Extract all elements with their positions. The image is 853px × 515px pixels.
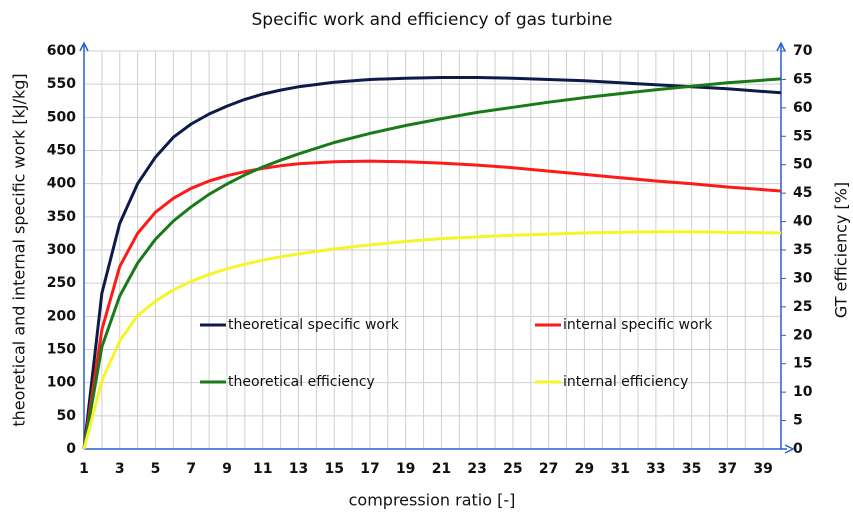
x-axis-label: compression ratio [-] (349, 491, 516, 510)
series-line (82, 76, 782, 450)
y-tick-label: 50 (57, 408, 77, 424)
legend-label: theoretical efficiency (228, 374, 375, 390)
y-axis-label: theoretical and internal specific work [… (10, 73, 29, 426)
y2-tick-label: 15 (793, 356, 812, 372)
x-tick-label: 27 (539, 461, 558, 477)
x-tick-label: 23 (467, 461, 486, 477)
x-tick-label: 15 (324, 461, 343, 477)
x-tick-label: 9 (222, 461, 232, 477)
chart-title: Specific work and efficiency of gas turb… (252, 10, 613, 30)
x-tick-label: 19 (396, 461, 415, 477)
x-tick-label: 31 (610, 461, 629, 477)
y2-tick-label: 20 (793, 327, 813, 343)
y-tick-label: 500 (47, 109, 76, 125)
y2-tick-label: 65 (793, 71, 812, 87)
y-tick-label: 400 (47, 176, 76, 192)
x-tick-label: 1 (79, 461, 89, 477)
legend-label: internal efficiency (563, 374, 688, 390)
x-tick-label: 39 (753, 461, 772, 477)
y2-tick-label: 30 (793, 270, 813, 286)
x-tick-label: 5 (151, 461, 161, 477)
series-line (82, 159, 782, 450)
y2-tick-label: 0 (793, 441, 803, 457)
y2-tick-label: 45 (793, 185, 812, 201)
y2-tick-label: 35 (793, 242, 812, 258)
arrow (784, 444, 795, 454)
y-tick-label: 300 (47, 242, 76, 258)
series-line (82, 77, 782, 450)
x-tick-label: 11 (253, 461, 272, 477)
y-tick-label: 100 (47, 375, 76, 391)
x-tick-label: 17 (360, 461, 379, 477)
y2-tick-label: 55 (793, 128, 812, 144)
x-tick-label: 7 (186, 461, 196, 477)
y2-tick-label: 60 (793, 100, 813, 116)
x-tick-label: 3 (115, 461, 125, 477)
legend-label: theoretical specific work (228, 317, 400, 333)
y2-tick-label: 25 (793, 299, 812, 315)
x-tick-label: 33 (646, 461, 665, 477)
y2-tick-label: 10 (793, 384, 813, 400)
y-tick-label: 550 (47, 76, 76, 92)
y2-tick-label: 40 (793, 214, 813, 230)
y-tick-label: 350 (47, 209, 76, 225)
x-tick-label: 29 (575, 461, 594, 477)
x-tick-label: 21 (432, 461, 451, 477)
y-tick-label: 0 (66, 441, 76, 457)
x-tick-label: 13 (289, 461, 308, 477)
y-tick-label: 200 (47, 308, 76, 324)
y2-tick-label: 5 (793, 413, 803, 429)
y-tick-label: 150 (47, 342, 76, 358)
arrow (776, 41, 786, 52)
arrow (79, 41, 89, 52)
y-tick-label: 250 (47, 275, 76, 291)
y2-axis-label: GT efficiency [%] (832, 182, 851, 318)
y-tick-label: 450 (47, 143, 76, 159)
y2-tick-label: 70 (793, 43, 813, 59)
x-tick-label: 35 (682, 461, 701, 477)
x-tick-label: 37 (718, 461, 737, 477)
x-tick-label: 25 (503, 461, 522, 477)
y-tick-label: 600 (47, 43, 76, 59)
series-line (82, 230, 782, 450)
y2-tick-label: 50 (793, 157, 813, 173)
legend-label: internal specific work (563, 317, 713, 333)
